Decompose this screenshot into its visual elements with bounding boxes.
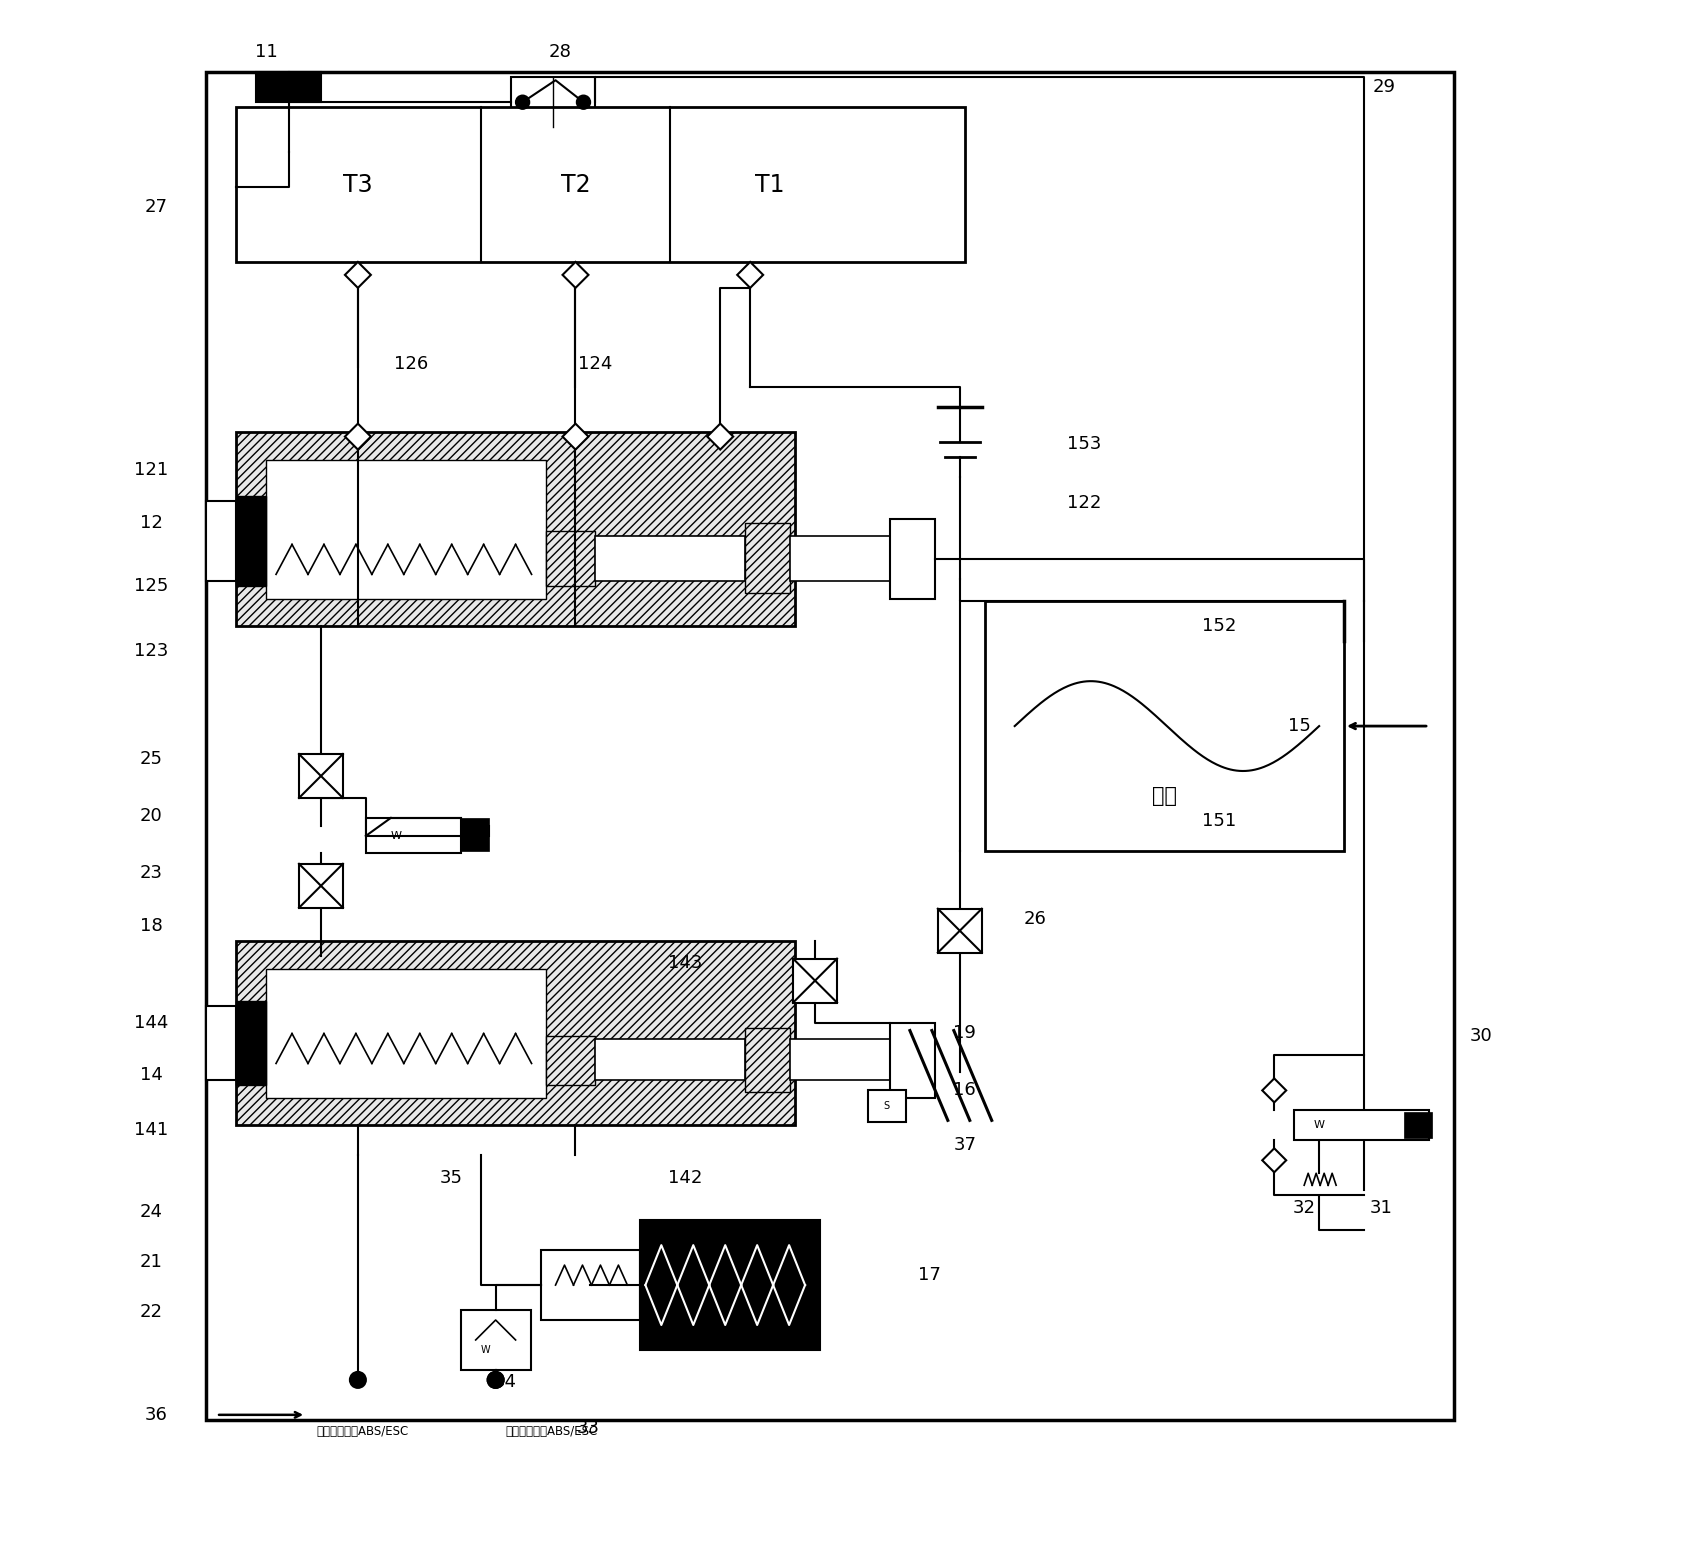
Text: T3: T3 bbox=[343, 173, 372, 197]
Text: 36: 36 bbox=[144, 1405, 168, 1424]
Bar bbox=[938, 909, 983, 952]
Text: 24: 24 bbox=[139, 1204, 163, 1220]
Bar bbox=[595, 536, 745, 581]
Text: 连接轮缸或者ABS/ESC: 连接轮缸或者ABS/ESC bbox=[505, 1425, 598, 1438]
Bar bbox=[1294, 1111, 1430, 1140]
Bar bbox=[984, 601, 1345, 851]
Bar bbox=[889, 519, 935, 599]
Text: 21: 21 bbox=[139, 1253, 163, 1271]
Text: 141: 141 bbox=[134, 1122, 168, 1139]
Text: 20: 20 bbox=[139, 807, 163, 824]
Text: 22: 22 bbox=[139, 1304, 163, 1321]
Polygon shape bbox=[707, 424, 733, 450]
Bar bbox=[267, 459, 546, 599]
Text: T2: T2 bbox=[561, 173, 590, 197]
Circle shape bbox=[488, 1371, 503, 1388]
Bar bbox=[206, 501, 236, 581]
Text: 11: 11 bbox=[255, 43, 277, 62]
Text: 34: 34 bbox=[495, 1373, 517, 1392]
Text: 25: 25 bbox=[139, 750, 163, 767]
Text: 29: 29 bbox=[1372, 79, 1396, 96]
Bar bbox=[790, 536, 889, 581]
Bar bbox=[745, 1028, 791, 1093]
Polygon shape bbox=[345, 424, 371, 450]
Polygon shape bbox=[345, 262, 371, 288]
Text: 121: 121 bbox=[134, 461, 168, 479]
Text: 143: 143 bbox=[668, 954, 702, 972]
Text: W: W bbox=[481, 1345, 491, 1355]
Bar bbox=[236, 496, 267, 586]
Text: 19: 19 bbox=[954, 1023, 976, 1042]
Bar bbox=[236, 1000, 267, 1085]
Text: 28: 28 bbox=[549, 43, 571, 62]
Text: 152: 152 bbox=[1202, 618, 1236, 635]
Polygon shape bbox=[1263, 1148, 1287, 1173]
Bar bbox=[206, 1006, 236, 1080]
Bar bbox=[267, 969, 546, 1099]
Text: 124: 124 bbox=[578, 354, 612, 373]
Text: 16: 16 bbox=[954, 1082, 976, 1099]
Bar bbox=[257, 72, 321, 102]
Text: T1: T1 bbox=[755, 173, 785, 197]
Text: 125: 125 bbox=[134, 578, 168, 595]
Text: 14: 14 bbox=[139, 1066, 163, 1085]
Polygon shape bbox=[563, 424, 588, 450]
Text: 31: 31 bbox=[1370, 1199, 1392, 1217]
Text: 122: 122 bbox=[1068, 495, 1102, 513]
Bar bbox=[510, 77, 595, 128]
Text: 17: 17 bbox=[918, 1267, 942, 1284]
Circle shape bbox=[488, 1371, 503, 1388]
Bar bbox=[206, 72, 1454, 1419]
Polygon shape bbox=[738, 262, 763, 288]
Text: 33: 33 bbox=[576, 1419, 600, 1436]
Text: 123: 123 bbox=[134, 643, 168, 660]
Bar bbox=[1404, 1113, 1431, 1139]
Bar bbox=[461, 1310, 530, 1370]
Text: 30: 30 bbox=[1469, 1026, 1493, 1045]
Bar bbox=[541, 1250, 641, 1321]
Bar bbox=[299, 865, 343, 908]
Bar bbox=[794, 959, 836, 1003]
Text: 连接轮缸或者ABS/ESC: 连接轮缸或者ABS/ESC bbox=[316, 1425, 408, 1438]
Polygon shape bbox=[1263, 1079, 1287, 1102]
Text: W: W bbox=[1314, 1120, 1324, 1131]
Polygon shape bbox=[563, 262, 588, 288]
Text: 15: 15 bbox=[1289, 717, 1311, 735]
Bar bbox=[461, 818, 488, 851]
Bar bbox=[546, 532, 595, 586]
Text: W: W bbox=[391, 831, 401, 841]
Text: 126: 126 bbox=[394, 354, 428, 373]
Text: 27: 27 bbox=[144, 197, 168, 216]
Bar bbox=[236, 940, 796, 1125]
Circle shape bbox=[576, 96, 590, 109]
Bar bbox=[869, 1091, 906, 1122]
Circle shape bbox=[350, 1371, 366, 1388]
Circle shape bbox=[515, 96, 530, 109]
Bar bbox=[546, 1036, 595, 1085]
Text: 23: 23 bbox=[139, 865, 163, 881]
Text: 电机: 电机 bbox=[1153, 786, 1176, 806]
Text: 26: 26 bbox=[1023, 909, 1046, 928]
Text: 18: 18 bbox=[139, 917, 163, 935]
Bar bbox=[366, 818, 461, 852]
Bar bbox=[790, 1039, 889, 1080]
Text: 32: 32 bbox=[1292, 1199, 1316, 1217]
Text: 35: 35 bbox=[439, 1170, 462, 1187]
Text: S: S bbox=[884, 1102, 891, 1111]
Bar bbox=[745, 524, 791, 593]
Bar bbox=[641, 1220, 819, 1350]
Text: 37: 37 bbox=[954, 1136, 976, 1154]
Text: 144: 144 bbox=[134, 1014, 168, 1031]
Bar bbox=[889, 1023, 935, 1099]
Bar bbox=[236, 431, 796, 626]
Bar bbox=[595, 1039, 745, 1080]
Text: 153: 153 bbox=[1068, 435, 1102, 453]
Text: 151: 151 bbox=[1202, 812, 1236, 831]
Bar bbox=[236, 108, 966, 262]
Bar bbox=[299, 754, 343, 798]
Text: 12: 12 bbox=[139, 515, 163, 533]
Text: 142: 142 bbox=[668, 1170, 702, 1187]
